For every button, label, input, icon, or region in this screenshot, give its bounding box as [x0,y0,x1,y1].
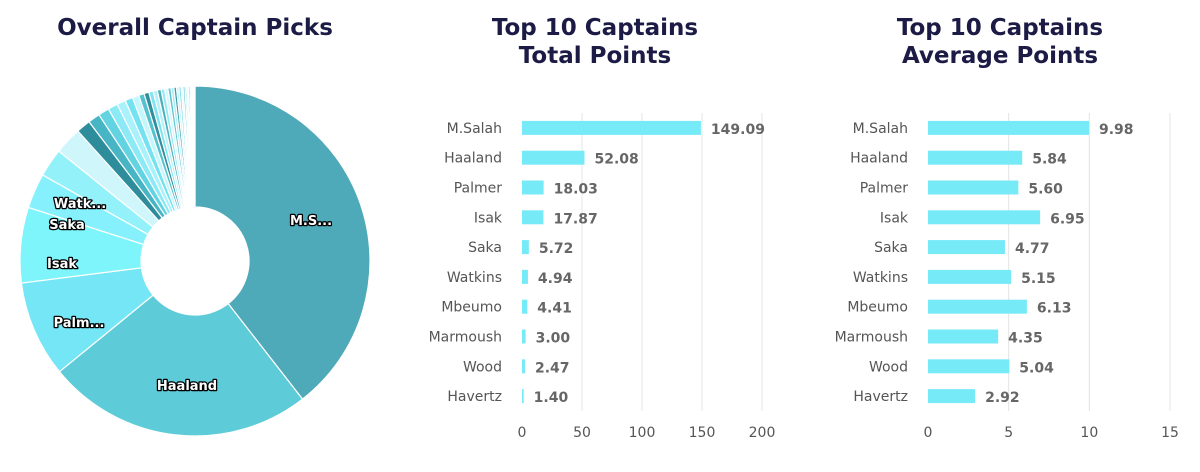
bar [522,150,585,165]
bar [928,269,1012,284]
average-points-title: Top 10 Captains Average Points [896,15,1104,69]
bar [928,389,976,404]
bar-value-label: 1.40 [534,390,569,406]
bar-value-label: 3.00 [536,331,571,347]
bar-value-label: 6.13 [1037,301,1072,317]
bar-value-label: 4.94 [538,271,573,287]
y-tick-label: Saka [468,240,502,256]
captain-picks-pie-chart: M.S... Haaland Palm... Isak Saka Watk... [19,85,371,437]
y-tick-label: Saka [874,240,908,256]
pie-slice [58,294,304,437]
pie-slice [193,85,196,208]
pie-slice-label: M.S... [290,214,332,229]
bar [522,329,526,344]
y-tick-label: M.Salah [447,121,502,137]
x-tick-label: 0 [924,425,933,441]
y-tick-label: Havertz [447,389,502,405]
pie-slice-label: Saka [49,218,85,233]
y-tick-label: Haaland [850,151,908,167]
bar-value-label: 17.87 [553,211,597,227]
total-points-title: Top 10 Captains Total Points [491,15,699,69]
bar [522,180,544,195]
y-tick-label: Wood [869,359,908,375]
bar-value-label: 5.60 [1028,182,1063,198]
bar [928,329,999,344]
bar [928,180,1019,195]
y-tick-label: Haaland [444,151,502,167]
pie-slice-label: Watk... [54,197,106,212]
bar [928,240,1005,255]
bar-value-label: 5.15 [1021,271,1056,287]
bar [928,150,1023,165]
bar-value-label: 4.35 [1008,331,1043,347]
bar [522,299,528,314]
x-tick-label: 100 [629,425,656,441]
bar [522,210,544,225]
y-tick-label: Watkins [447,270,502,286]
x-tick-label: 0 [518,425,527,441]
y-tick-label: Isak [474,210,503,226]
bar [928,120,1090,135]
y-tick-label: Isak [880,210,909,226]
y-tick-label: Mbeumo [441,300,502,316]
bar-value-label: 9.98 [1099,122,1134,138]
bar [522,240,529,255]
bar-value-label: 4.41 [537,301,572,317]
y-tick-label: Marmoush [835,330,908,346]
total-points-bar-chart: 0 50 100 150 200 M.Salah 149.09 Haaland 52.08 Pal… [429,113,776,441]
bar-value-label: 5.04 [1019,360,1054,376]
y-tick-label: Palmer [454,181,503,197]
y-tick-label: Watkins [853,270,908,286]
bar-value-label: 5.84 [1032,152,1067,168]
x-tick-label: 5 [1004,425,1013,441]
bar-value-label: 2.47 [535,360,570,376]
bar [522,120,701,135]
y-tick-label: Mbeumo [847,300,908,316]
pie-slice-label: Palm... [54,316,105,331]
x-tick-label: 200 [749,425,776,441]
total-points-panel: Top 10 Captains Total Points 0 50 100 150 20… [390,0,800,472]
average-points-panel: Top 10 Captains Average Points 0 5 10 15 M.S… [800,0,1200,472]
bar-value-label: 6.95 [1050,211,1085,227]
x-tick-label: 150 [689,425,716,441]
y-tick-label: Havertz [853,389,908,405]
bar [522,269,528,284]
bar-value-label: 18.03 [554,182,598,198]
bar-value-label: 52.08 [594,152,638,168]
x-tick-label: 15 [1161,425,1179,441]
bar [928,359,1010,374]
bar [522,389,524,404]
bar-value-label: 5.72 [539,241,574,257]
x-tick-label: 50 [573,425,591,441]
bar-value-label: 2.92 [985,390,1020,406]
pie-slice-label: Haaland [157,379,217,394]
pie-slice [194,85,371,400]
bar-value-label: 149.09 [711,122,765,138]
y-tick-label: M.Salah [853,121,908,137]
y-tick-label: Palmer [860,181,909,197]
bar [522,359,525,374]
y-tick-label: Marmoush [429,330,502,346]
bar-value-label: 4.77 [1015,241,1050,257]
average-points-bar-chart: 0 5 10 15 M.Salah 9.98 Haaland 5.84 Palmer 5.60 Is… [835,113,1179,441]
pie-chart-title: Overall Captain Picks [57,15,333,41]
pie-slice-label: Isak [47,257,77,272]
captain-picks-panel: Overall Captain Picks M.S... Haaland Palm.… [0,0,390,472]
bar [928,299,1027,314]
y-tick-label: Wood [463,359,502,375]
x-tick-label: 10 [1080,425,1098,441]
bar [928,210,1041,225]
